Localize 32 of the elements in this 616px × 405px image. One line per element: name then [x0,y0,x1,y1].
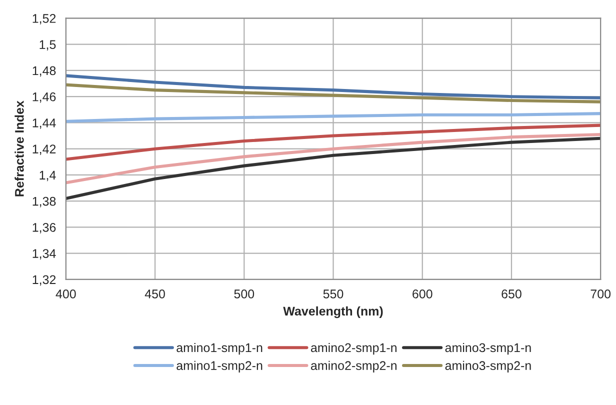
y-tick-label: 1,4 [40,170,56,182]
y-tick-label: 1,42 [32,144,56,155]
x-axis-title: Wavelength (nm) [283,306,383,318]
y-tick-label: 1,48 [32,66,56,77]
x-tick-label: 500 [234,290,254,298]
x-tick-label: 400 [56,290,76,298]
line-series [66,83,601,104]
legend-label: amino3-smp1-n [445,342,531,355]
y-tick-label: 1,38 [32,196,56,208]
x-tick-label: 550 [323,290,344,298]
legend-label: amino3-smp2-n [445,360,531,372]
y-tick-label: 1,5 [40,40,56,50]
y-tick-label: 1,52 [32,14,56,24]
y-axis-title: Refractive Index [14,100,24,196]
y-tick-label: 1,46 [32,92,56,103]
legend-label: amino1-smp2-n [176,360,262,372]
line-series [66,132,601,184]
line-series [66,74,601,100]
line-series [66,124,601,161]
x-tick-label: 600 [412,290,432,298]
x-tick-label: 650 [502,290,522,298]
legend-label: amino2-smp2-n [310,360,396,372]
y-tick-label: 1,34 [32,249,56,260]
line-series [66,136,601,200]
y-tick-label: 1,36 [32,223,56,234]
x-tick-label: 700 [590,290,611,298]
legend-label: amino2-smp1-n [310,342,396,355]
y-tick-label: 1,32 [32,275,56,286]
x-tick-label: 450 [144,290,165,298]
line-series [66,112,601,123]
legend-label: amino1-smp1-n [176,342,262,355]
y-tick-label: 1,44 [32,118,56,129]
